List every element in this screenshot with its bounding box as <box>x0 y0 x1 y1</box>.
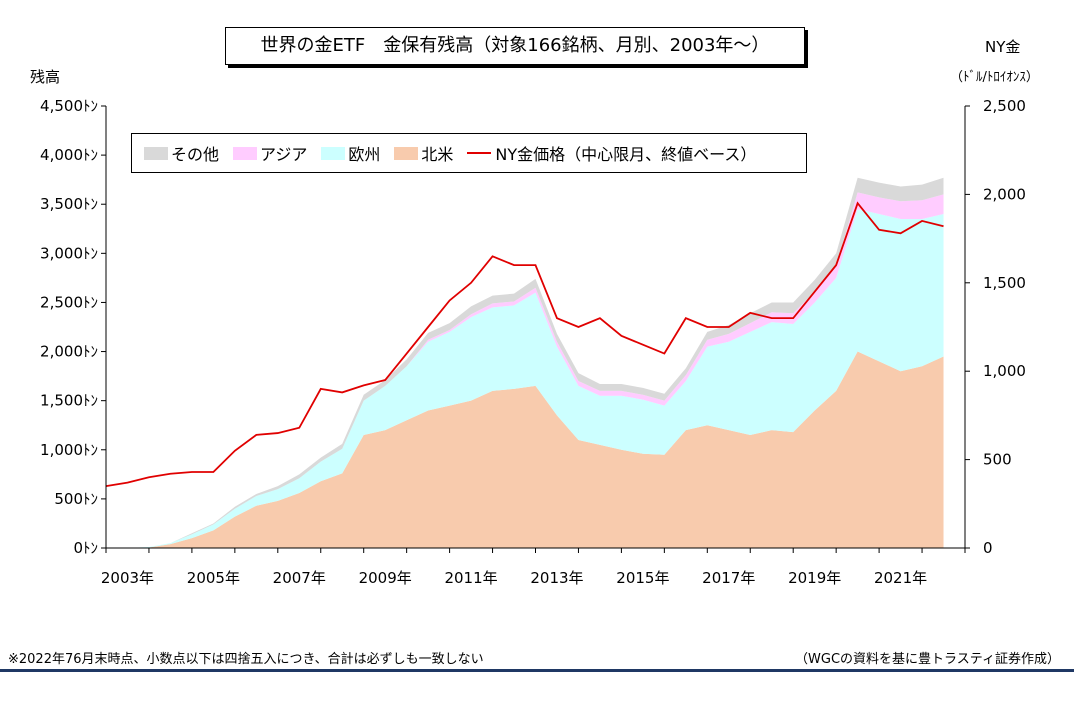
left-tick-label: 2,000ﾄﾝ <box>40 343 98 361</box>
left-tick-label: 0ﾄﾝ <box>73 539 98 557</box>
footer-divider <box>0 669 1074 672</box>
left-tick-label: 1,000ﾄﾝ <box>40 441 98 459</box>
right-tick-label: 500 <box>983 451 1012 469</box>
x-tick-label: 2021年 <box>874 569 927 587</box>
right-tick-label: 2,000 <box>983 185 1026 203</box>
left-axis-label: 残高 <box>30 68 61 86</box>
right-axis-label: NY金 <box>985 38 1021 56</box>
right-tick-label: 1,000 <box>983 362 1026 380</box>
x-tick-label: 2005年 <box>187 569 240 587</box>
left-tick-label: 4,500ﾄﾝ <box>40 97 98 115</box>
right-axis-unit: （ﾄﾞﾙ/ﾄﾛｲｵﾝｽ） <box>950 70 1039 85</box>
legend-swatch-other <box>144 146 168 160</box>
source-note: （WGCの資料を基に豊トラスティ証券作成） <box>795 652 1060 667</box>
legend-swatch-north-america <box>394 146 419 160</box>
area-series <box>106 177 944 549</box>
legend-swatch-asia <box>233 146 258 160</box>
left-tick-label: 500ﾄﾝ <box>54 490 98 508</box>
legend-swatch-europe <box>321 146 346 160</box>
area-north-america <box>106 351 944 548</box>
left-tick-label: 1,500ﾄﾝ <box>40 392 98 410</box>
chart-title: 世界の金ETF 金保有残高（対象166銘柄、月別、2003年～） <box>225 27 805 65</box>
legend: その他 アジア 欧州 北米 NY金価格（中心限月、終値ベース） <box>131 133 807 173</box>
x-tick-label: 2013年 <box>530 569 583 587</box>
left-tick-label: 2,500ﾄﾝ <box>40 293 98 311</box>
legend-item-europe: 欧州 <box>321 141 380 165</box>
right-tick-label: 2,500 <box>983 97 1026 115</box>
x-tick-label: 2015年 <box>616 569 669 587</box>
legend-item-north-america: 北米 <box>394 141 453 165</box>
axes: 0ﾄﾝ 500ﾄﾝ 1,000ﾄﾝ 1,500ﾄﾝ 2,000ﾄﾝ 2,500ﾄﾝ 3,00… <box>40 97 1026 587</box>
gold-price-line <box>105 201 944 488</box>
left-tick-label: 3,500ﾄﾝ <box>40 195 98 213</box>
left-tick-label: 4,000ﾄﾝ <box>40 146 98 164</box>
right-tick-label: 0 <box>983 539 993 557</box>
x-tick-label: 2009年 <box>359 569 412 587</box>
x-tick-label: 2011年 <box>444 569 497 587</box>
right-tick-label: 1,500 <box>983 274 1026 292</box>
area-europe <box>106 209 944 548</box>
x-tick-label: 2019年 <box>788 569 841 587</box>
footnote: ※2022年76月末時点、小数点以下は四捨五入につき、合計は必ずしも一致しない <box>8 652 484 667</box>
x-tick-label: 2003年 <box>101 569 154 587</box>
x-tick-label: 2007年 <box>273 569 326 587</box>
x-tick-label: 2017年 <box>702 569 755 587</box>
legend-item-gold-price: NY金価格（中心限月、終値ベース） <box>467 141 756 165</box>
gold-price-polyline <box>105 201 944 488</box>
legend-item-asia: アジア <box>233 141 307 165</box>
legend-swatch-gold-price <box>467 152 492 154</box>
left-tick-label: 3,000ﾄﾝ <box>40 244 98 262</box>
legend-item-other: その他 <box>144 141 219 165</box>
